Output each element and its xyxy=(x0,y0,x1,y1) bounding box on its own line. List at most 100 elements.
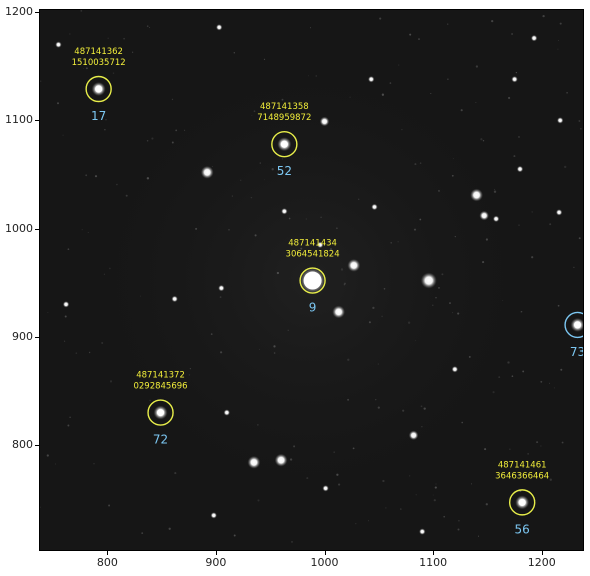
noise-speck xyxy=(349,96,351,98)
noise-speck xyxy=(381,93,385,96)
noise-speck xyxy=(276,271,280,275)
noise-speck xyxy=(502,300,504,301)
noise-speck xyxy=(83,67,85,69)
noise-speck xyxy=(513,155,516,158)
noise-speck xyxy=(542,14,545,18)
noise-speck xyxy=(189,368,191,370)
noise-speck xyxy=(480,138,483,141)
noise-speck xyxy=(228,229,230,231)
source-id-line1: 487141372 xyxy=(136,371,185,381)
noise-speck xyxy=(62,134,64,136)
marked-source: 73 xyxy=(564,311,583,359)
noise-speck xyxy=(438,287,440,289)
background-source xyxy=(408,430,419,441)
noise-speck xyxy=(271,168,274,171)
background-source xyxy=(530,34,538,42)
noise-speck xyxy=(420,405,423,408)
noise-speck xyxy=(520,311,522,313)
background-source xyxy=(200,165,214,179)
background-source xyxy=(218,284,225,292)
noise-speck xyxy=(329,248,333,251)
noise-speck xyxy=(338,483,341,486)
background-source xyxy=(319,116,330,127)
x-tick-label: 1200 xyxy=(527,556,556,569)
noise-speck xyxy=(549,223,552,226)
noise-speck xyxy=(233,534,236,537)
y-tick-mark xyxy=(35,12,39,14)
noise-speck xyxy=(511,375,514,378)
x-tick-label: 1100 xyxy=(419,556,448,569)
noise-speck xyxy=(306,477,309,480)
x-tick-mark xyxy=(107,551,109,555)
noise-speck xyxy=(531,211,533,213)
noise-speck xyxy=(288,170,290,172)
noise-speck xyxy=(85,67,88,70)
background-source xyxy=(62,301,70,308)
noise-speck xyxy=(300,247,303,250)
source-id-line1: 487141434 xyxy=(288,239,337,249)
noise-speck xyxy=(175,129,178,132)
noise-speck xyxy=(493,190,497,193)
noise-speck xyxy=(415,494,417,496)
noise-speck xyxy=(84,63,85,65)
noise-speck xyxy=(40,80,42,82)
noise-speck xyxy=(418,38,420,41)
noise-speck xyxy=(107,37,109,39)
noise-speck xyxy=(432,304,434,306)
noise-speck xyxy=(509,448,511,450)
noise-speck xyxy=(531,256,534,259)
noise-speck xyxy=(460,109,463,112)
noise-speck xyxy=(522,370,525,373)
noise-speck xyxy=(108,504,111,507)
noise-speck xyxy=(372,306,375,310)
source-id-line2: 3064541824 xyxy=(286,250,340,260)
noise-speck xyxy=(310,27,311,29)
noise-speck xyxy=(407,321,411,324)
noise-speck xyxy=(482,261,485,264)
noise-speck xyxy=(289,458,293,461)
noise-speck xyxy=(540,445,542,447)
noise-speck xyxy=(419,218,422,221)
noise-speck xyxy=(385,507,387,509)
noise-speck xyxy=(171,141,174,144)
background-source xyxy=(316,241,324,249)
noise-speck xyxy=(257,424,259,426)
noise-speck xyxy=(259,162,261,164)
y-tick-label: 800 xyxy=(12,438,33,452)
background-source xyxy=(171,295,178,303)
noise-speck xyxy=(409,33,412,36)
noise-speck xyxy=(399,508,402,510)
noise-speck xyxy=(564,165,567,169)
source-number-label: 52 xyxy=(277,164,292,178)
source-core xyxy=(518,498,526,506)
noise-speck xyxy=(507,361,510,364)
source-id-line2: 0292845696 xyxy=(133,382,187,392)
noise-speck xyxy=(149,399,151,402)
noise-speck xyxy=(452,312,454,314)
source-core xyxy=(95,85,103,93)
noise-speck xyxy=(281,158,283,160)
noise-speck xyxy=(518,224,520,226)
noise-speck xyxy=(273,345,276,348)
source-marker-circle xyxy=(508,489,536,516)
noise-speck xyxy=(518,136,520,138)
noise-speck xyxy=(64,340,66,342)
noise-speck xyxy=(343,284,346,286)
x-tick-label: 800 xyxy=(96,556,118,569)
sky-image: 487141362 1510035712 17 487141358 7148959872… xyxy=(39,9,584,551)
noise-speck xyxy=(527,453,529,455)
noise-speck xyxy=(333,451,335,453)
source-core xyxy=(280,140,288,148)
noise-speck xyxy=(421,426,423,428)
noise-speck xyxy=(211,166,213,168)
noise-speck xyxy=(231,195,233,197)
noise-speck xyxy=(105,57,107,59)
noise-speck xyxy=(461,421,463,424)
background-source xyxy=(332,305,346,319)
y-tick-label: 900 xyxy=(12,329,33,343)
noise-speck xyxy=(253,110,256,113)
source-number-label: 9 xyxy=(309,301,317,315)
noise-speck xyxy=(168,527,171,530)
noise-speck xyxy=(131,51,134,53)
